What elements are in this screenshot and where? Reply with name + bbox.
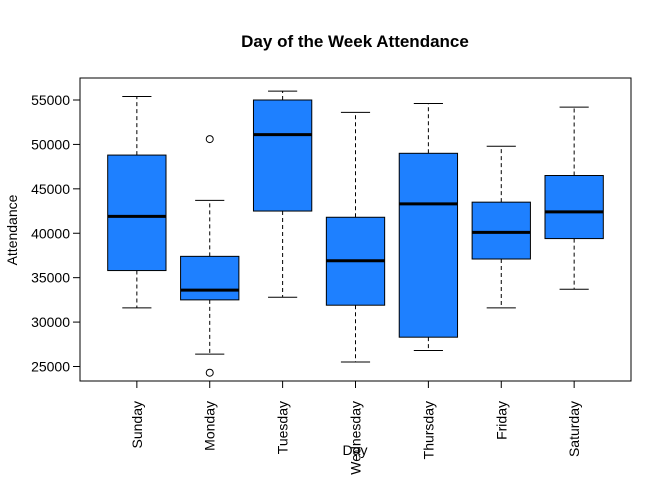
box-group	[471, 145, 531, 309]
y-tick-label: 35000	[31, 270, 70, 286]
iqr-box	[107, 154, 167, 272]
box-group	[325, 111, 386, 363]
iqr-box	[471, 201, 531, 260]
iqr-box	[180, 255, 240, 301]
y-tick-label: 55000	[31, 92, 70, 108]
y-tick-label: 25000	[31, 359, 70, 375]
x-tick-label: Friday	[493, 401, 509, 440]
y-axis-title: Attendance	[4, 194, 20, 265]
y-axis: 25000 30000 35000 40000 45000 50000 55000	[31, 92, 81, 375]
box-group	[107, 95, 167, 309]
x-axis-title: Day	[343, 442, 368, 458]
y-tick-label: 40000	[31, 225, 70, 241]
box-group	[252, 90, 313, 298]
outlier-point	[205, 368, 214, 377]
iqr-box	[398, 152, 459, 338]
x-axis: Sunday Monday Tuesday Wednesday Thursday Frid…	[129, 380, 582, 475]
boxes-layer	[107, 90, 604, 377]
x-tick-label: Thursday	[420, 401, 436, 459]
x-tick-label: Sunday	[129, 401, 145, 448]
iqr-box	[252, 99, 313, 212]
box-group	[398, 103, 459, 352]
x-tick-label: Monday	[202, 401, 218, 451]
y-tick-label: 30000	[31, 314, 70, 330]
y-tick-label: 50000	[31, 136, 70, 152]
x-tick-label: Wednesday	[348, 401, 364, 475]
box-group	[544, 106, 604, 290]
x-tick-label: Tuesday	[275, 401, 291, 454]
chart-title: Day of the Week Attendance	[241, 32, 469, 51]
iqr-box	[544, 175, 604, 240]
box-group	[180, 135, 240, 377]
outlier-point	[205, 135, 214, 144]
y-tick-label: 45000	[31, 181, 70, 197]
x-tick-label: Saturday	[566, 401, 582, 457]
